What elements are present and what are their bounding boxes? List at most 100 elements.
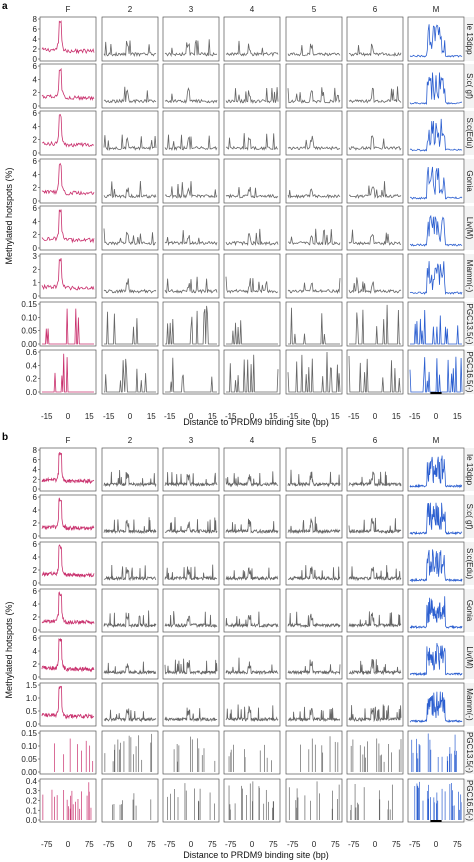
profile-line bbox=[409, 118, 463, 152]
y-tick-label: 0 bbox=[33, 626, 38, 635]
row-strip-label: PGC16.5(-) bbox=[465, 352, 474, 393]
y-tick-label: 2 bbox=[33, 89, 38, 98]
y-tick-label: 6 bbox=[33, 456, 38, 465]
facet-panel bbox=[39, 158, 97, 204]
profile-line bbox=[164, 564, 218, 581]
profile-line bbox=[103, 86, 157, 104]
profile-line bbox=[41, 452, 95, 485]
x-tick-label: 0 bbox=[434, 840, 439, 849]
y-tick-label: 0 bbox=[33, 485, 38, 494]
row-strip bbox=[465, 589, 474, 632]
profile-line bbox=[287, 87, 341, 104]
profile-line bbox=[103, 517, 157, 535]
profile-line bbox=[104, 311, 156, 345]
row-strip-label: Liv(M) bbox=[465, 646, 474, 669]
facet-panel bbox=[39, 110, 97, 156]
row-strip-label: Ie 13dpp bbox=[465, 454, 474, 486]
y-tick-label: 8 bbox=[33, 15, 38, 24]
profile-line bbox=[409, 643, 463, 677]
profile-line bbox=[165, 357, 217, 393]
y-tick-label: 2 bbox=[33, 519, 38, 528]
y-tick-label: 6 bbox=[33, 157, 38, 166]
y-tick-label: 2 bbox=[33, 660, 38, 669]
facet-panel bbox=[101, 158, 159, 204]
y-tick-label: 0.00 bbox=[21, 768, 37, 777]
profile-line bbox=[287, 188, 341, 200]
column-strip-label: F bbox=[66, 436, 71, 445]
profile-line bbox=[348, 277, 402, 295]
x-tick-label: 0 bbox=[66, 840, 71, 849]
y-tick-label: 4 bbox=[33, 217, 38, 226]
profile-line bbox=[103, 134, 157, 152]
row-strip bbox=[465, 731, 474, 774]
row-strip-label: S:c(Edu) bbox=[465, 117, 474, 148]
profile-line bbox=[41, 637, 95, 673]
panel-a-xlabel: Distance to PRDM9 binding site (bp) bbox=[183, 417, 329, 427]
row-strip bbox=[465, 779, 474, 822]
profile-line bbox=[41, 544, 95, 578]
y-tick-label: 2 bbox=[33, 265, 38, 274]
y-tick-label: 2 bbox=[33, 136, 38, 145]
row-strip bbox=[465, 302, 474, 346]
y-tick-label: 6 bbox=[33, 540, 38, 549]
y-tick-label: 4 bbox=[33, 553, 38, 562]
facet-panel bbox=[346, 63, 404, 109]
x-tick-label: 0 bbox=[373, 412, 378, 421]
row-strip bbox=[465, 206, 474, 250]
row-strip-label: S:c(Edu) bbox=[465, 548, 474, 579]
profile-line bbox=[287, 706, 341, 722]
facet-panel bbox=[39, 682, 97, 727]
row-strip bbox=[465, 542, 474, 585]
panel-b-xlabel: Distance to PRDM9 binding site (bp) bbox=[183, 850, 329, 860]
y-tick-label: 4 bbox=[33, 122, 38, 131]
y-tick-label: 0 bbox=[33, 532, 38, 541]
x-tick-label: 15 bbox=[208, 412, 217, 421]
y-tick-label: 0 bbox=[33, 673, 38, 682]
x-tick-label: -15 bbox=[348, 412, 360, 421]
profile-line bbox=[164, 87, 218, 104]
profile-line bbox=[226, 354, 279, 393]
facet-panel bbox=[346, 253, 404, 299]
x-tick-label: 15 bbox=[269, 412, 278, 421]
profile-line bbox=[225, 40, 279, 57]
x-tick-label: 0 bbox=[128, 840, 133, 849]
x-tick-label: -15 bbox=[103, 412, 115, 421]
column-strip-label: 5 bbox=[312, 436, 317, 445]
facet-panel bbox=[39, 635, 97, 680]
profile-line bbox=[225, 567, 279, 581]
y-tick-label: 6 bbox=[33, 109, 38, 118]
column-strip-label: 2 bbox=[128, 436, 133, 445]
y-tick-label: 0.4 bbox=[26, 777, 38, 786]
y-tick-label: 0.6 bbox=[26, 348, 38, 357]
facet-panel bbox=[101, 63, 159, 109]
y-tick-label: 2 bbox=[33, 475, 38, 484]
profile-line bbox=[103, 469, 157, 488]
y-tick-label: 0.0 bbox=[26, 816, 38, 825]
x-tick-label: -75 bbox=[287, 840, 299, 849]
x-tick-label: 0 bbox=[250, 840, 255, 849]
profile-line bbox=[409, 24, 463, 58]
profile-line bbox=[225, 518, 279, 535]
profile-line bbox=[409, 455, 462, 489]
y-tick-label: 0.1 bbox=[26, 806, 38, 815]
x-tick-label: 75 bbox=[392, 840, 401, 849]
column-strip-label: 4 bbox=[250, 5, 255, 14]
facet-panel bbox=[285, 778, 343, 823]
facet-panel bbox=[39, 301, 97, 347]
x-tick-label: -15 bbox=[409, 412, 421, 421]
profile-line bbox=[348, 565, 402, 582]
y-tick-label: 0.05 bbox=[21, 755, 37, 764]
profile-line bbox=[41, 209, 95, 244]
column-strip-label: 3 bbox=[189, 5, 194, 14]
profile-line bbox=[348, 355, 401, 393]
profile-line bbox=[287, 565, 341, 581]
profile-line bbox=[287, 351, 341, 393]
panel-a-ylabel: Methylated hotspots (%) bbox=[4, 167, 14, 264]
y-tick-label: 0.10 bbox=[21, 313, 37, 322]
y-tick-label: 3 bbox=[33, 252, 38, 261]
row-strip bbox=[465, 683, 474, 726]
x-tick-label: 0 bbox=[189, 412, 194, 421]
x-tick-label: 0 bbox=[66, 412, 71, 421]
x-tick-label: -15 bbox=[164, 412, 176, 421]
facet-panel bbox=[223, 63, 281, 109]
